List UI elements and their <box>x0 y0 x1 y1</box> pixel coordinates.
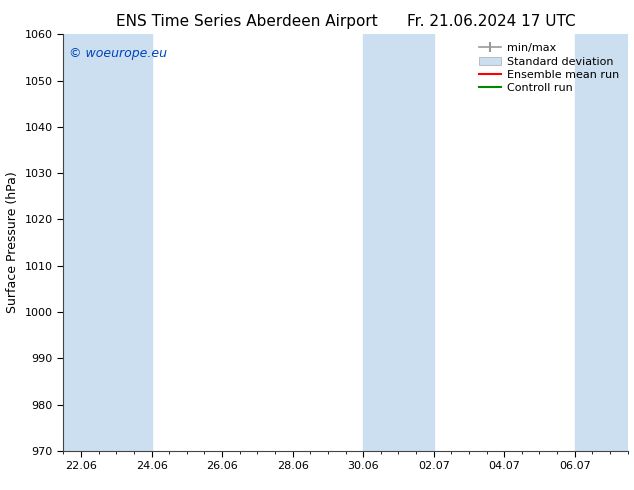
Title: ENS Time Series Aberdeen Airport      Fr. 21.06.2024 17 UTC: ENS Time Series Aberdeen Airport Fr. 21.… <box>116 14 575 29</box>
Bar <box>63 34 152 451</box>
Bar <box>575 34 628 451</box>
Text: © woeurope.eu: © woeurope.eu <box>69 47 167 60</box>
Legend: min/max, Standard deviation, Ensemble mean run, Controll run: min/max, Standard deviation, Ensemble me… <box>476 40 622 97</box>
Y-axis label: Surface Pressure (hPa): Surface Pressure (hPa) <box>6 172 19 314</box>
Bar <box>363 34 434 451</box>
